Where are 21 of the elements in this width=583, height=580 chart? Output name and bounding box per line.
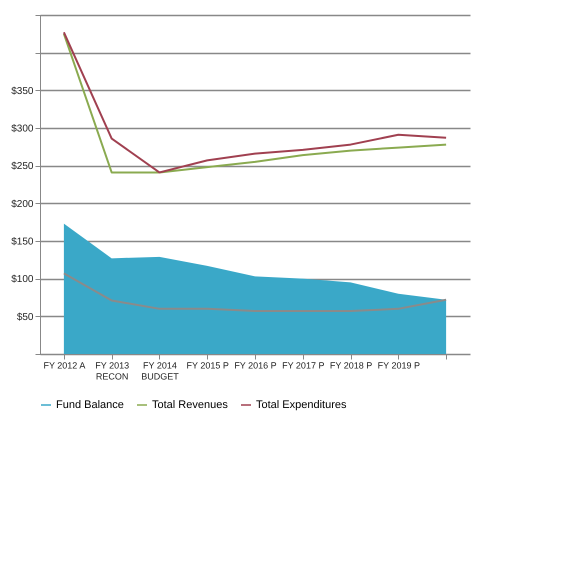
- y-tick-label: $200: [11, 198, 34, 210]
- y-tick-label: $350: [11, 86, 34, 97]
- category-label: FY 2014: [143, 360, 177, 370]
- line-series: [62, 272, 448, 312]
- y-tick-label: $150: [11, 236, 34, 248]
- x-tick-label: FY 2012 A: [43, 360, 86, 370]
- x-tick-label: FY 2018 P: [330, 360, 372, 370]
- x-tick-label: FY 2019 P: [378, 360, 420, 370]
- x-tick-label: FY 2017 P: [282, 360, 324, 370]
- y-tick-label: $50: [16, 312, 34, 323]
- x-tick-label: FY 2015 P: [186, 360, 229, 370]
- legend-label: Fund Balance: [56, 399, 124, 411]
- y-tick-label: $250: [11, 161, 34, 172]
- category-label: BUDGET: [141, 372, 179, 382]
- category-label: RECON: [96, 372, 128, 382]
- category-label: FY 2013: [95, 360, 130, 370]
- y-tick-label: $100: [11, 274, 34, 286]
- legend-label: Total Revenues: [152, 399, 228, 411]
- legend-label: Total Expenditures: [256, 399, 347, 411]
- x-tick-label: FY 2016 P: [234, 360, 277, 370]
- y-tick-label: $300: [11, 124, 34, 134]
